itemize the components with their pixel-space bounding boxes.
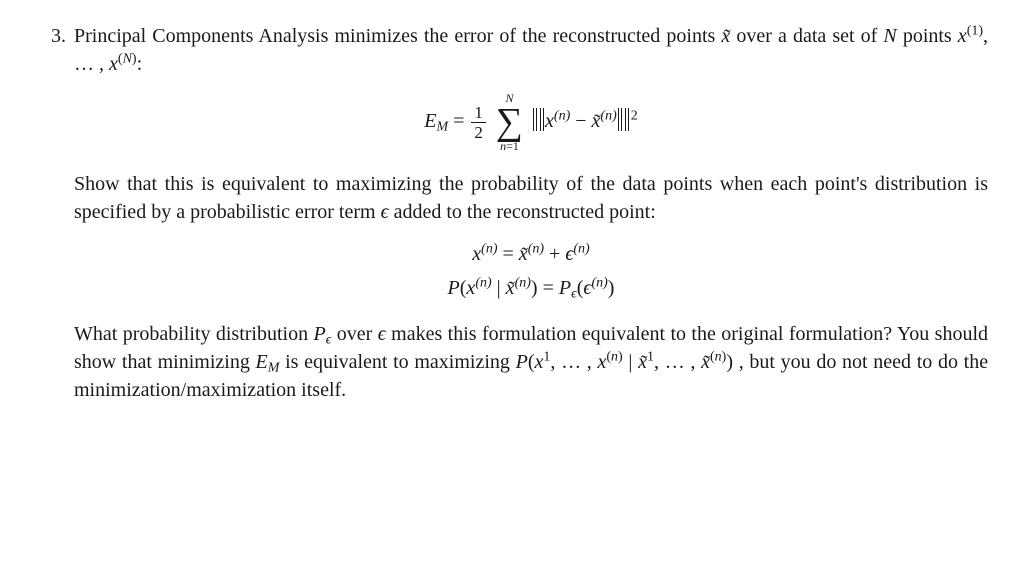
equation-xn: x(n) = x̃(n) + ϵ(n) xyxy=(74,240,988,268)
equation-block-2: x(n) = x̃(n) + ϵ(n) P(x(n) | x̃(n)) = Pϵ… xyxy=(74,240,988,302)
sigma-glyph: ∑ xyxy=(496,104,523,140)
equation-em: EM = 1 2 N ∑ n=1 x(n) − x̃(n)2 xyxy=(74,92,988,152)
final-text-1: What probability distribution xyxy=(74,323,314,345)
em-symbol: EM xyxy=(256,351,280,373)
problem-body: Principal Components Analysis minimizes … xyxy=(74,22,988,410)
fraction-denominator: 2 xyxy=(471,122,486,141)
final-text-2: over xyxy=(337,323,378,345)
xtilde-symbol: x̃ xyxy=(721,25,730,47)
equation-pxn: P(x(n) | x̃(n)) = Pϵ(ϵ(n)) xyxy=(74,274,988,302)
final-paragraph: What probability distribution Pϵ over ϵ … xyxy=(74,320,988,404)
problem-number: 3. xyxy=(36,22,74,50)
intro-text-1: Principal Components Analysis minimizes … xyxy=(74,25,721,47)
show-text-2: added to the reconstructed point: xyxy=(394,201,656,223)
intro-text-3: points xyxy=(903,25,958,47)
em-lhs: EM = xyxy=(424,110,469,132)
one-half-fraction: 1 2 xyxy=(471,104,486,141)
problem-3: 3. Principal Components Analysis minimiz… xyxy=(36,22,988,410)
pe-symbol: Pϵ xyxy=(314,323,332,345)
final-text-4: is equivalent to maximizing xyxy=(285,351,516,373)
epsilon-symbol: ϵ xyxy=(381,201,389,223)
joint-prob-expression: P(x1, … , x(n) | x̃1, … , x̃(n)) xyxy=(516,351,733,373)
sum-term: x(n) − x̃(n)2 xyxy=(531,110,638,132)
epsilon-symbol-2: ϵ xyxy=(378,323,386,345)
capital-n: N xyxy=(883,25,896,47)
intro-text-2: over a data set of xyxy=(736,25,883,47)
intro-paragraph: Principal Components Analysis minimizes … xyxy=(74,22,988,78)
show-paragraph: Show that this is equivalent to maximizi… xyxy=(74,170,988,226)
fraction-numerator: 1 xyxy=(471,104,486,122)
summation-symbol: N ∑ n=1 xyxy=(496,92,523,152)
